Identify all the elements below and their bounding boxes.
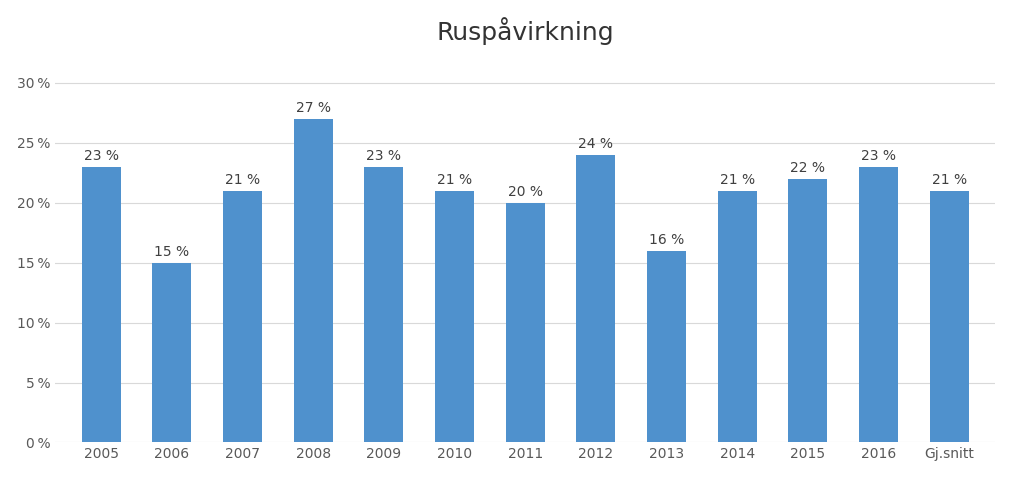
Bar bbox=[435, 191, 473, 443]
Text: 22 %: 22 % bbox=[790, 161, 825, 175]
Text: 21 %: 21 % bbox=[719, 173, 754, 187]
Text: 21 %: 21 % bbox=[437, 173, 471, 187]
Bar bbox=[222, 191, 262, 443]
Bar bbox=[364, 167, 402, 443]
Text: 23 %: 23 % bbox=[84, 149, 118, 163]
Text: 15 %: 15 % bbox=[154, 245, 189, 259]
Bar bbox=[293, 119, 333, 443]
Text: 23 %: 23 % bbox=[860, 149, 895, 163]
Bar bbox=[858, 167, 897, 443]
Text: 27 %: 27 % bbox=[295, 101, 331, 115]
Bar bbox=[646, 251, 685, 443]
Bar bbox=[788, 179, 827, 443]
Bar bbox=[82, 167, 120, 443]
Text: 16 %: 16 % bbox=[648, 233, 683, 247]
Bar bbox=[929, 191, 968, 443]
Text: 21 %: 21 % bbox=[931, 173, 966, 187]
Text: 23 %: 23 % bbox=[366, 149, 401, 163]
Bar bbox=[153, 263, 191, 443]
Text: 21 %: 21 % bbox=[224, 173, 260, 187]
Title: Ruspåvirkning: Ruspåvirkning bbox=[436, 17, 614, 44]
Bar bbox=[717, 191, 756, 443]
Bar bbox=[576, 155, 615, 443]
Text: 24 %: 24 % bbox=[578, 137, 613, 151]
Text: 20 %: 20 % bbox=[508, 185, 542, 199]
Bar bbox=[506, 203, 544, 443]
